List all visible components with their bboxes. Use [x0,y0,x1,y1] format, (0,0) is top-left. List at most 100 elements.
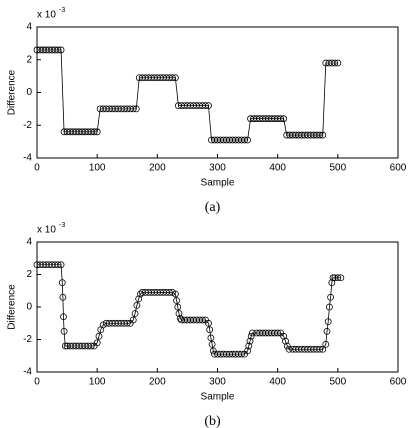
plot-frame [36,26,399,159]
x-tick-label: 300 [209,163,226,174]
data-point [171,290,179,298]
data-point [246,337,254,345]
y-tick-label: -2 [23,120,32,131]
data-point [175,310,183,317]
data-point [319,345,327,353]
data-point [282,337,289,345]
data-point [241,136,248,144]
x-axis-label: Sample [201,178,235,189]
data-point [133,301,141,309]
data-point [131,310,139,317]
data-point [59,293,67,301]
data-point [60,327,68,335]
data-point [248,329,256,337]
x-tick-label: 100 [89,377,106,388]
data-point [283,342,291,350]
data-point [174,303,182,311]
x-tick-label: 500 [329,163,346,174]
y-tick-label: -4 [23,153,32,164]
data-point [206,326,214,334]
data-point [319,131,327,139]
x-axis-label: Sample [201,392,235,403]
data-point [337,274,345,282]
y-axis-label: Difference [7,69,18,115]
caption: (b) [204,414,221,428]
data-point [61,342,69,350]
data-point [60,313,67,321]
y-tick-label: 2 [26,54,32,65]
x-tick-label: 300 [209,377,226,388]
data-point [326,303,333,311]
data-point [207,334,215,342]
data-point [208,340,216,348]
data-point [323,327,331,335]
data-point [95,332,103,340]
data-point [328,279,336,287]
y-multiplier-exponent: -3 [59,222,65,229]
y-tick-label: -2 [23,334,32,345]
data-point [135,295,143,303]
data-point [93,339,101,347]
x-tick-label: 400 [269,163,286,174]
data-point [245,342,253,350]
x-tick-label: 400 [269,377,286,388]
data-point [331,59,339,67]
data-point [324,318,332,326]
data-point [171,74,179,82]
data-point [316,131,324,139]
x-tick-label: 0 [34,377,40,388]
data-point [274,329,282,337]
caption: (a) [205,200,221,215]
data-point [247,332,255,340]
data-line [37,49,338,141]
data-point [334,59,342,67]
data-point [280,332,288,340]
y-axis-label: Difference [7,284,18,330]
data-point [244,136,251,144]
data-point [87,342,95,350]
data-point [129,316,137,324]
x-tick-label: 100 [89,163,106,174]
data-point [93,128,101,136]
data-point [277,115,285,123]
data-point [123,319,131,327]
y-tick-label: 0 [26,302,32,313]
data-point [54,46,62,54]
data-point [316,345,324,353]
data-point [202,102,209,109]
data-point [329,274,337,282]
y-tick-label: 4 [26,22,32,33]
data-point [244,347,251,355]
x-tick-label: 200 [149,377,166,388]
y-tick-label: 0 [26,87,32,98]
data-point [129,105,137,113]
x-tick-label: 600 [390,377,407,388]
x-tick-label: 0 [34,163,40,174]
y-tick-label: 2 [26,269,32,280]
data-point [132,105,140,113]
data-point [327,293,335,301]
data-point [280,115,288,123]
x-tick-label: 500 [329,377,346,388]
y-tick-label: 4 [26,237,32,248]
data-point [205,102,212,109]
x-tick-label: 600 [390,163,407,174]
data-point [137,290,144,298]
data-point [57,261,65,269]
x-tick-label: 200 [149,163,166,174]
data-point [173,297,180,304]
y-multiplier-exponent: -3 [59,7,65,14]
data-point [199,316,206,324]
data-point [334,274,342,282]
data-point [209,347,217,355]
y-tick-label: -4 [23,367,32,378]
data-point [205,319,212,327]
data-point [165,288,173,296]
data-point [168,74,176,82]
data-point [54,261,62,269]
data-point [58,279,66,287]
data-point [322,340,330,348]
data-point [176,314,184,322]
data-point [285,345,293,353]
